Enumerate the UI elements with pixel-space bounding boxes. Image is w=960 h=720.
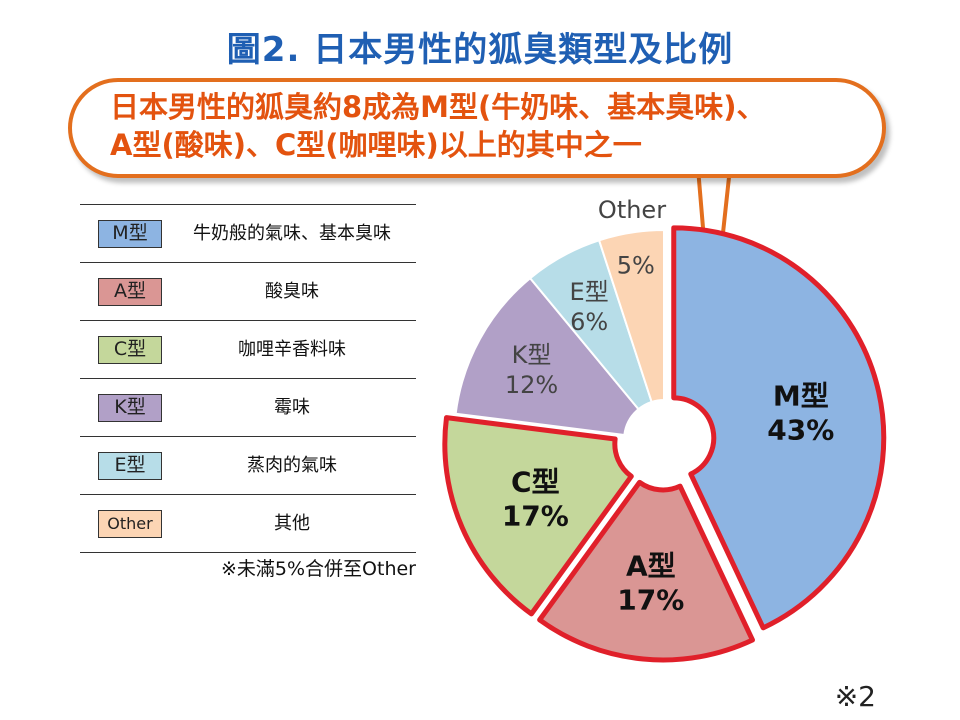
highlight-outline-0 (671, 225, 887, 631)
slice-label-c: C型 (511, 466, 560, 499)
legend-desc-k: 霉味 (274, 397, 310, 418)
slice-value-other: 5% (617, 252, 655, 280)
slice-label-k: K型 (512, 341, 552, 369)
legend-desc-e: 蒸肉的氣味 (247, 455, 337, 476)
slice-label-other: Other (598, 196, 666, 224)
slice-label-a: A型 (626, 550, 676, 583)
legend-chip-a: A型 (98, 278, 162, 306)
slice-value-e: 6% (570, 308, 608, 336)
slice-value-c: 17% (502, 500, 569, 533)
legend-chip-e: E型 (98, 452, 162, 480)
slice-value-k: 12% (505, 371, 558, 399)
legend-desc-c: 咖哩辛香料味 (238, 339, 346, 360)
slice-label-e: E型 (570, 278, 609, 306)
legend-row-m: M型 牛奶般的氣味、基本臭味 (80, 204, 416, 262)
legend-row-c: C型 咖哩辛香料味 (80, 320, 416, 378)
pie-center-hole (626, 402, 702, 478)
legend-row-e: E型 蒸肉的氣味 (80, 436, 416, 494)
legend-row-other: Other 其他 (80, 494, 416, 553)
chart-title: 圖2. 日本男性的狐臭類型及比例 (226, 30, 734, 70)
callout-line-1: 日本男性的狐臭約8成為M型(牛奶味、基本臭味)、 (110, 90, 766, 124)
callout-line-2: A型(酸味)、C型(咖哩味)以上的其中之一 (110, 128, 642, 162)
legend-chip-c: C型 (98, 336, 162, 364)
slice-value-m: 43% (767, 413, 834, 446)
highlight-outline-2 (442, 415, 634, 617)
legend-desc-other: 其他 (274, 513, 310, 534)
highlight-outline-1 (537, 479, 755, 663)
slice-label-m: M型 (773, 379, 829, 412)
legend-chip-k: K型 (98, 394, 162, 422)
legend-chip-m: M型 (98, 220, 162, 248)
legend-desc-m: 牛奶般的氣味、基本臭味 (193, 223, 391, 244)
legend-table: M型 牛奶般的氣味、基本臭味 A型 酸臭味 C型 咖哩辛香料味 K型 霉味 E型… (80, 204, 416, 553)
reference-mark: ※2 (834, 680, 876, 713)
legend-row-k: K型 霉味 (80, 378, 416, 436)
footnote: ※未滿5%合併至Other (220, 558, 416, 580)
callout-text: 日本男性的狐臭約8成為M型(牛奶味、基本臭味)、 A型(酸味)、C型(咖哩味)以… (110, 88, 870, 164)
pie-slice-other (597, 228, 665, 404)
callout-box (68, 78, 886, 178)
slice-value-a: 17% (617, 584, 684, 617)
legend-desc-a: 酸臭味 (265, 281, 319, 302)
legend-chip-other: Other (98, 510, 162, 538)
pie-slice-k (454, 276, 640, 437)
legend-row-a: A型 酸臭味 (80, 262, 416, 320)
